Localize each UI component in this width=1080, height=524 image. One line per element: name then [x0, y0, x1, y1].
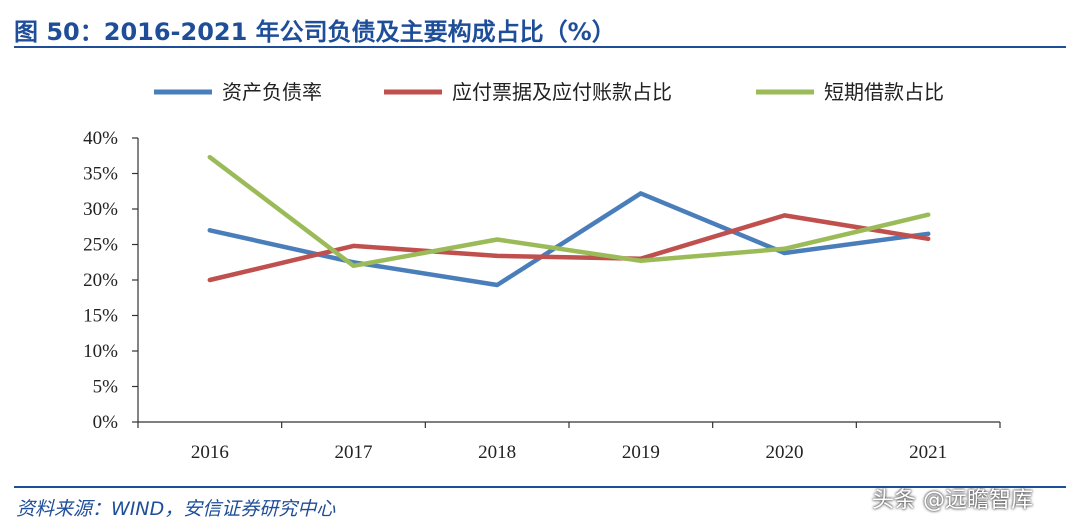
data-point [351, 243, 356, 248]
y-tick-label: 10% [83, 341, 118, 362]
y-tick-label: 0% [93, 412, 119, 433]
y-tick-label: 35% [83, 164, 118, 185]
y-tick-label: 15% [83, 306, 118, 327]
data-point [638, 191, 643, 196]
y-tick-label: 25% [83, 235, 118, 256]
title-bar: 图 50：2016-2021 年公司负债及主要构成占比（%） [14, 6, 1066, 48]
series-lines [207, 154, 931, 288]
data-point [638, 258, 643, 263]
data-point [495, 237, 500, 242]
data-point [926, 231, 931, 236]
legend-label: 资产负债率 [222, 80, 322, 104]
y-tick-label: 5% [93, 377, 119, 398]
x-tick-label: 2019 [622, 442, 660, 463]
figure-title: 图 50：2016-2021 年公司负债及主要构成占比（%） [14, 18, 616, 46]
legend-label: 短期借款占比 [824, 80, 944, 104]
y-tick-label: 20% [83, 270, 118, 291]
x-tick-label: 2021 [909, 442, 947, 463]
watermark: 头条 @远瞻智库 [872, 488, 1033, 513]
legend: 资产负债率 应付票据及应付账款占比 短期借款占比 [154, 80, 944, 104]
data-point [495, 282, 500, 287]
x-tick-label: 2020 [766, 442, 804, 463]
x-axis: 2016 2017 2018 2019 2020 2021 [137, 421, 1001, 463]
x-tick-label: 2017 [335, 442, 373, 463]
series-line-2 [207, 213, 931, 283]
data-point [207, 278, 212, 282]
x-tick-label: 2018 [478, 442, 516, 463]
source-bar: 资料来源：WIND，安信证券研究中心 [14, 486, 1066, 524]
y-tick-label: 30% [83, 199, 118, 220]
data-point [207, 155, 212, 160]
data-point [782, 251, 787, 256]
data-point [926, 236, 931, 241]
y-axis: 0% 5% 10% 15% 20% 25% 30% 35% 40% [83, 128, 139, 433]
data-point [207, 228, 212, 233]
data-point [495, 253, 500, 258]
data-point [782, 213, 787, 218]
y-tick-label: 40% [83, 128, 118, 149]
series-line-1 [207, 191, 931, 288]
x-tick-label: 2016 [191, 442, 229, 463]
data-point [926, 212, 931, 217]
source-note: 资料来源：WIND，安信证券研究中心 [16, 498, 336, 520]
data-point [782, 246, 787, 251]
data-point [351, 263, 356, 268]
legend-label: 应付票据及应付账款占比 [452, 80, 672, 104]
series-line-3 [207, 154, 931, 269]
